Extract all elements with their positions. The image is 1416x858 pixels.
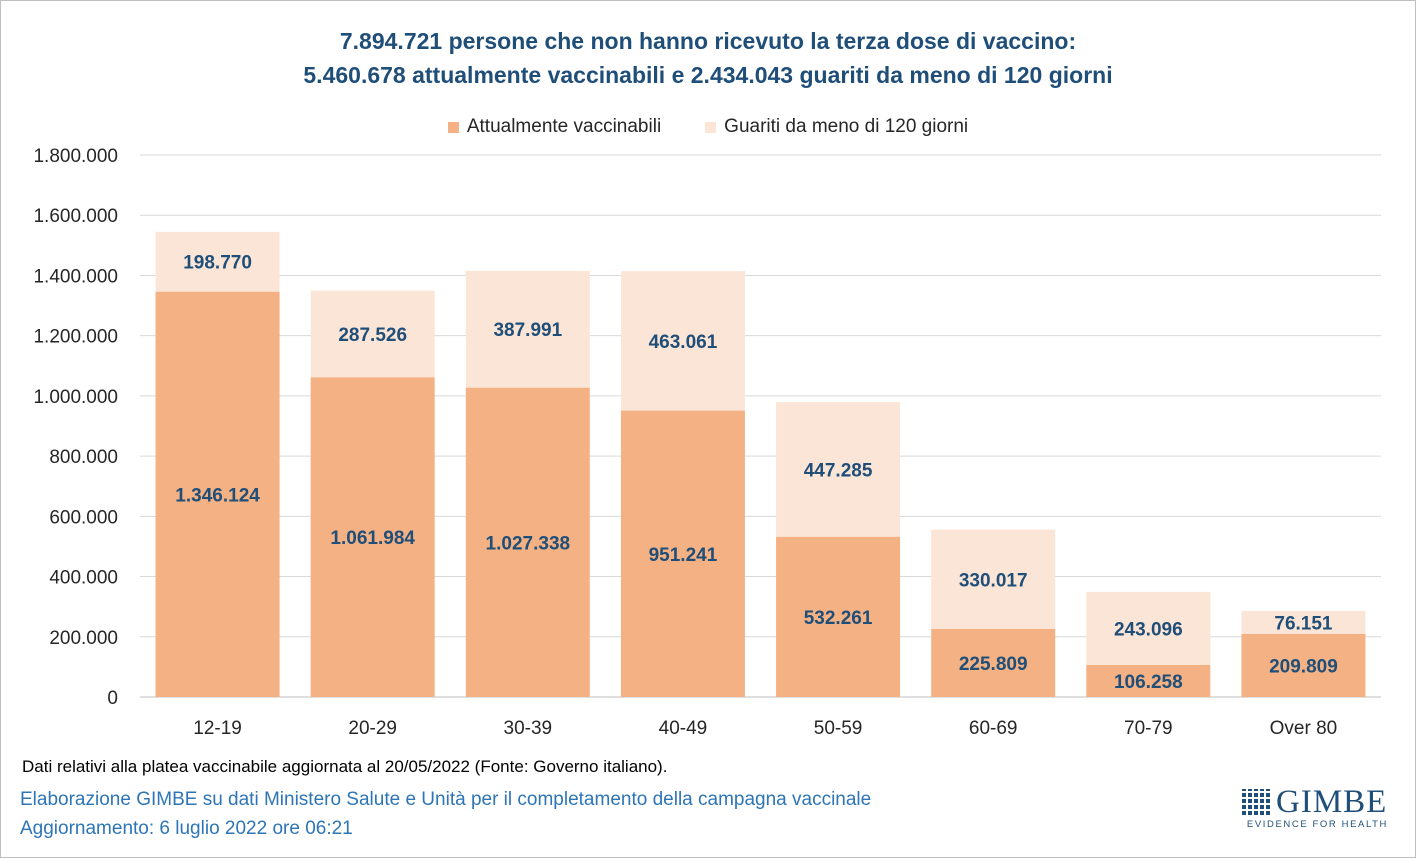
bar-chart: 0 200.000 400.000 600.000 800.000 1.000.000 1.… <box>33 146 1381 739</box>
data-label-guariti: 463.061 <box>649 332 718 353</box>
data-label-guariti: 243.096 <box>1114 619 1183 640</box>
bar-guariti <box>310 290 435 378</box>
data-label-vaccinabili: 951.241 <box>649 545 718 566</box>
gimbe-logo-text: GIMBE <box>1276 784 1388 820</box>
x-tick-label: 30-39 <box>504 718 553 739</box>
data-label-guariti: 76.151 <box>1274 613 1333 634</box>
x-tick-label: 50-59 <box>814 718 863 739</box>
legend-swatch-guariti <box>705 121 717 133</box>
legend: Attualmente vaccinabili Guariti da meno … <box>0 116 1416 138</box>
bar-vaccinabili <box>1086 665 1211 697</box>
chart-title: 7.894.721 persone che non hanno ricevuto… <box>0 24 1416 92</box>
x-tick-label: 12-19 <box>193 718 242 739</box>
update-note: Aggiornamento: 6 luglio 2022 ore 06:21 <box>20 818 353 839</box>
y-tick-label: 400.000 <box>49 568 118 589</box>
bar-vaccinabili <box>776 536 901 697</box>
y-tick-label: 1.600.000 <box>33 206 118 227</box>
legend-label-vaccinabili: Attualmente vaccinabili <box>466 116 662 137</box>
data-label-vaccinabili: 1.027.338 <box>486 533 571 554</box>
y-tick-label: 1.000.000 <box>33 387 118 408</box>
data-label-guariti: 330.017 <box>959 570 1028 591</box>
data-label-guariti: 447.285 <box>804 460 873 481</box>
source-note: Elaborazione GIMBE su dati Ministero Sal… <box>20 789 872 810</box>
legend-label-guariti: Guariti da meno di 120 giorni <box>724 116 969 137</box>
data-label-vaccinabili: 106.258 <box>1114 672 1183 693</box>
y-tick-label: 1.200.000 <box>33 327 118 348</box>
title-line-2: 5.460.678 attualmente vaccinabili e 2.43… <box>303 62 1113 88</box>
y-tick-label: 0 <box>107 688 118 709</box>
bar-guariti <box>1241 610 1366 634</box>
gimbe-logo-tagline: EVIDENCE FOR HEALTH <box>1246 819 1388 830</box>
y-tick-label: 600.000 <box>49 507 118 528</box>
x-tick-label: 70-79 <box>1124 718 1173 739</box>
data-label-vaccinabili: 532.261 <box>804 608 873 629</box>
bar-guariti <box>620 271 745 411</box>
gimbe-logo-mark-icon <box>1242 789 1272 815</box>
data-label-vaccinabili: 1.346.124 <box>175 485 260 506</box>
title-line-1: 7.894.721 persone che non hanno ricevuto… <box>339 28 1077 54</box>
gimbe-logo: GIMBE EVIDENCE FOR HEALTH <box>1242 784 1388 834</box>
bar-vaccinabili <box>931 629 1056 697</box>
bar-vaccinabili <box>465 387 590 697</box>
bar-vaccinabili <box>620 410 745 697</box>
x-tick-label: Over 80 <box>1270 718 1338 739</box>
bar-guariti <box>155 231 280 292</box>
y-tick-label: 1.400.000 <box>33 266 118 287</box>
bar-vaccinabili <box>1241 633 1366 697</box>
bar-guariti <box>931 529 1056 630</box>
data-label-guariti: 198.770 <box>183 253 252 274</box>
data-label-vaccinabili: 225.809 <box>959 654 1028 675</box>
bar-guariti <box>776 402 901 537</box>
bar-vaccinabili <box>155 291 280 697</box>
y-tick-label: 800.000 <box>49 447 118 468</box>
legend-item-vaccinabili: Attualmente vaccinabili <box>447 116 662 138</box>
bar-guariti <box>465 270 590 388</box>
x-tick-label: 20-29 <box>348 718 397 739</box>
x-tick-label: 60-69 <box>969 718 1018 739</box>
y-tick-label: 1.800.000 <box>33 146 118 167</box>
data-label-guariti: 287.526 <box>338 325 407 346</box>
bar-vaccinabili <box>310 377 435 697</box>
x-tick-label: 40-49 <box>659 718 708 739</box>
data-label-vaccinabili: 1.061.984 <box>330 528 415 549</box>
data-label-vaccinabili: 209.809 <box>1269 656 1338 677</box>
bar-guariti <box>1086 591 1211 666</box>
y-tick-label: 200.000 <box>49 628 118 649</box>
legend-swatch-vaccinabili <box>447 121 459 133</box>
legend-item-guariti: Guariti da meno di 120 giorni <box>705 116 968 138</box>
data-label-guariti: 387.991 <box>493 320 562 341</box>
data-note: Dati relativi alla platea vaccinabile ag… <box>22 757 668 776</box>
